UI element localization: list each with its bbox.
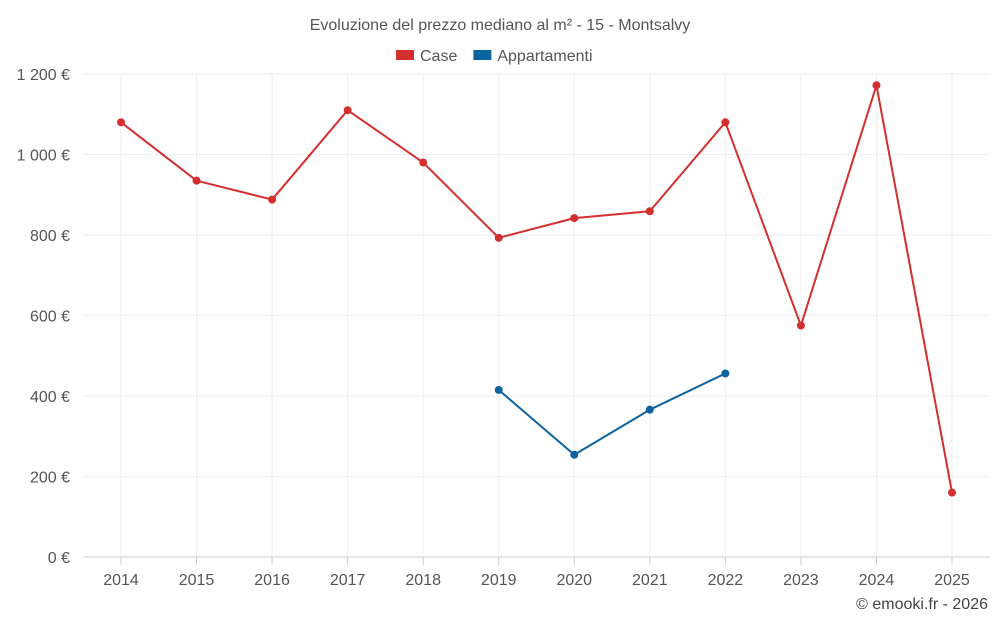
y-tick-label: 200 € bbox=[30, 470, 70, 487]
data-point[interactable] bbox=[494, 385, 503, 394]
x-tick-label: 2023 bbox=[783, 572, 819, 589]
y-tick-label: 400 € bbox=[30, 389, 70, 406]
legend-label: Case bbox=[420, 48, 457, 65]
y-axis: 0 € 200 € 400 € 600 € 800 € 1 000 € 1 200 € bbox=[17, 67, 70, 567]
x-tick-label: 2019 bbox=[481, 572, 517, 589]
data-point[interactable] bbox=[948, 488, 956, 497]
x-tick-label: 2015 bbox=[179, 572, 215, 589]
credit-text: © emooki.fr - 2026 bbox=[856, 596, 988, 613]
data-point[interactable] bbox=[419, 158, 428, 167]
plot-area bbox=[117, 81, 956, 497]
x-tick-label: 2020 bbox=[556, 572, 592, 589]
data-point[interactable] bbox=[645, 207, 654, 216]
legend: Case Appartamenti bbox=[396, 48, 593, 65]
x-tick-label: 2022 bbox=[708, 572, 744, 589]
data-point[interactable] bbox=[117, 118, 125, 127]
data-point[interactable] bbox=[721, 118, 730, 127]
legend-swatch bbox=[473, 50, 492, 60]
data-point[interactable] bbox=[645, 405, 654, 414]
x-tick-label: 2025 bbox=[934, 572, 970, 589]
legend-label: Appartamenti bbox=[497, 48, 592, 65]
chart-title: Evoluzione del prezzo mediano al m² - 15… bbox=[310, 17, 691, 34]
series-line bbox=[498, 372, 726, 456]
data-point[interactable] bbox=[494, 233, 503, 242]
legend-swatch bbox=[396, 50, 414, 60]
x-tick-label: 2018 bbox=[405, 572, 441, 589]
data-point[interactable] bbox=[343, 106, 352, 115]
x-tick-label: 2024 bbox=[859, 572, 895, 589]
series-line bbox=[120, 84, 953, 493]
series-case bbox=[117, 81, 956, 497]
x-tick-label: 2014 bbox=[103, 572, 139, 589]
data-point[interactable] bbox=[268, 195, 277, 204]
series-appartamenti bbox=[494, 369, 730, 459]
data-point[interactable] bbox=[796, 321, 805, 330]
data-point[interactable] bbox=[192, 176, 201, 185]
data-point[interactable] bbox=[721, 369, 730, 378]
y-tick-label: 1 200 € bbox=[17, 67, 70, 84]
legend-item[interactable]: Case bbox=[396, 48, 457, 65]
x-tick-label: 2017 bbox=[330, 572, 366, 589]
grid bbox=[83, 73, 990, 558]
legend-item[interactable]: Appartamenti bbox=[473, 48, 593, 65]
data-point[interactable] bbox=[570, 214, 579, 223]
data-point[interactable] bbox=[570, 450, 579, 459]
data-point[interactable] bbox=[872, 81, 881, 90]
y-tick-label: 1 000 € bbox=[17, 148, 70, 165]
y-tick-label: 800 € bbox=[30, 228, 70, 245]
x-tick-label: 2016 bbox=[254, 572, 290, 589]
x-axis: 2014 2015 2016 2017 2018 2019 2020 2021 2022 2023… bbox=[103, 557, 970, 589]
x-tick-label: 2021 bbox=[632, 572, 668, 589]
y-tick-label: 600 € bbox=[30, 309, 70, 326]
y-tick-label: 0 € bbox=[48, 550, 70, 567]
